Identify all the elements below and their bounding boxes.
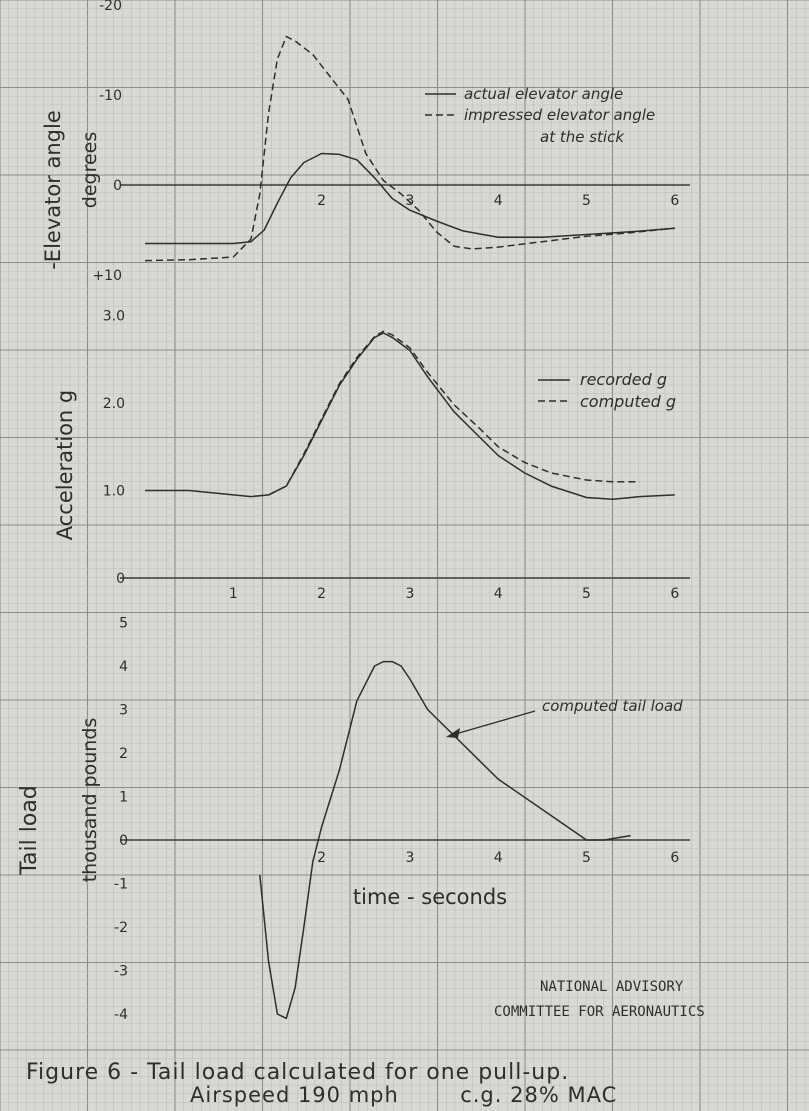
elevator-xtick-label: 6 (670, 193, 679, 209)
accel-ylabel: Acceleration g (53, 390, 77, 541)
elevator-ylabel-line1: -Elevator angle (41, 110, 65, 270)
org-line-2: COMMITTEE FOR AERONAUTICS (494, 1004, 705, 1020)
tail-ytick-label: -4 (114, 1007, 128, 1023)
accel-legend: recorded g computed g (538, 370, 676, 411)
elevator-ytick-label: 0 (113, 178, 122, 194)
annotation-text: computed tail load (542, 697, 683, 715)
tail-ytick-label: -3 (114, 964, 128, 980)
tail-xtick-label: 2 (317, 850, 326, 866)
tail-ytick-label: 4 (119, 659, 128, 675)
tail-xtick-label: 6 (670, 850, 679, 866)
accel-xtick-label: 2 (317, 586, 326, 602)
tail-xtick-label: 4 (494, 850, 503, 866)
elevator-xtick-label: 2 (317, 193, 326, 209)
accel-xtick-label: 6 (670, 586, 679, 602)
data-series (144, 35, 675, 1020)
accel-ytick-label: 1.0 (103, 484, 125, 500)
tail-ytick-label: -2 (114, 920, 128, 936)
accel-xtick-label: 4 (494, 586, 503, 602)
legend-label-actual: actual elevator angle (464, 85, 623, 103)
accel-recorded-line (145, 332, 675, 501)
accel-xtick-label: 5 (582, 586, 591, 602)
elevator-ytick-label: +10 (92, 268, 122, 284)
zero-lines (120, 184, 690, 841)
tail-xtick-label: 3 (405, 850, 414, 866)
elevator-xtick-label: 4 (494, 193, 503, 209)
elevator-actual-line (145, 152, 675, 245)
elevator-ytick-label: -10 (99, 88, 122, 104)
elevator-legend: actual elevator angle impressed elevator… (425, 85, 655, 146)
figure-caption-line1: Figure 6 - Tail load calculated for one … (26, 1060, 569, 1085)
tail-ytick-label: 2 (119, 746, 128, 762)
tail-ylabel-line2: thousand pounds (79, 718, 101, 883)
accel-ytick-label: 0 (116, 571, 125, 587)
tail-ylabel-line1: Tail load (17, 785, 42, 876)
elevator-ytick-label: -20 (99, 0, 122, 14)
accel-ytick-label: 2.0 (103, 396, 125, 412)
figure-caption-line2: Airspeed 190 mph c.g. 28% MAC (190, 1083, 617, 1107)
tail-load-annotation: computed tail load (446, 697, 683, 738)
org-line-1: NATIONAL ADVISORY (540, 979, 684, 995)
elevator-xtick-label: 3 (405, 193, 414, 209)
accel-ytick-label: 3.0 (103, 309, 125, 325)
tail-ytick-label: 1 (119, 790, 128, 806)
tail-ytick-label: 3 (119, 703, 128, 719)
tail-ytick-label: 0 (119, 833, 128, 849)
legend-label-recorded: recorded g (580, 370, 667, 389)
tick-labels: -20 -10 0 +10 2 3 4 5 6 3.0 2.0 1.0 0 1 2 3 4 5 6 5 4 3 2 1 0 -1 -… (92, 0, 679, 1023)
accel-xtick-label: 1 (229, 586, 238, 602)
legend-label-impressed: impressed elevator angle (464, 106, 655, 124)
elevator-xtick-label: 5 (582, 193, 591, 209)
annotation-arrow (451, 710, 536, 736)
accel-computed-line (268, 330, 640, 496)
legend-label-computed: computed g (580, 392, 676, 411)
tail-ytick-label: -1 (114, 877, 128, 893)
annotation-arrowhead (446, 728, 460, 738)
elevator-ylabel-line2: degrees (79, 132, 101, 208)
accel-xtick-label: 3 (405, 586, 414, 602)
legend-label-stick: at the stick (540, 128, 625, 146)
tail-ytick-label: 5 (119, 616, 128, 632)
tail-load-line (259, 660, 631, 1020)
tail-xtick-label: 5 (582, 850, 591, 866)
tail-xlabel: time - seconds (353, 885, 507, 909)
